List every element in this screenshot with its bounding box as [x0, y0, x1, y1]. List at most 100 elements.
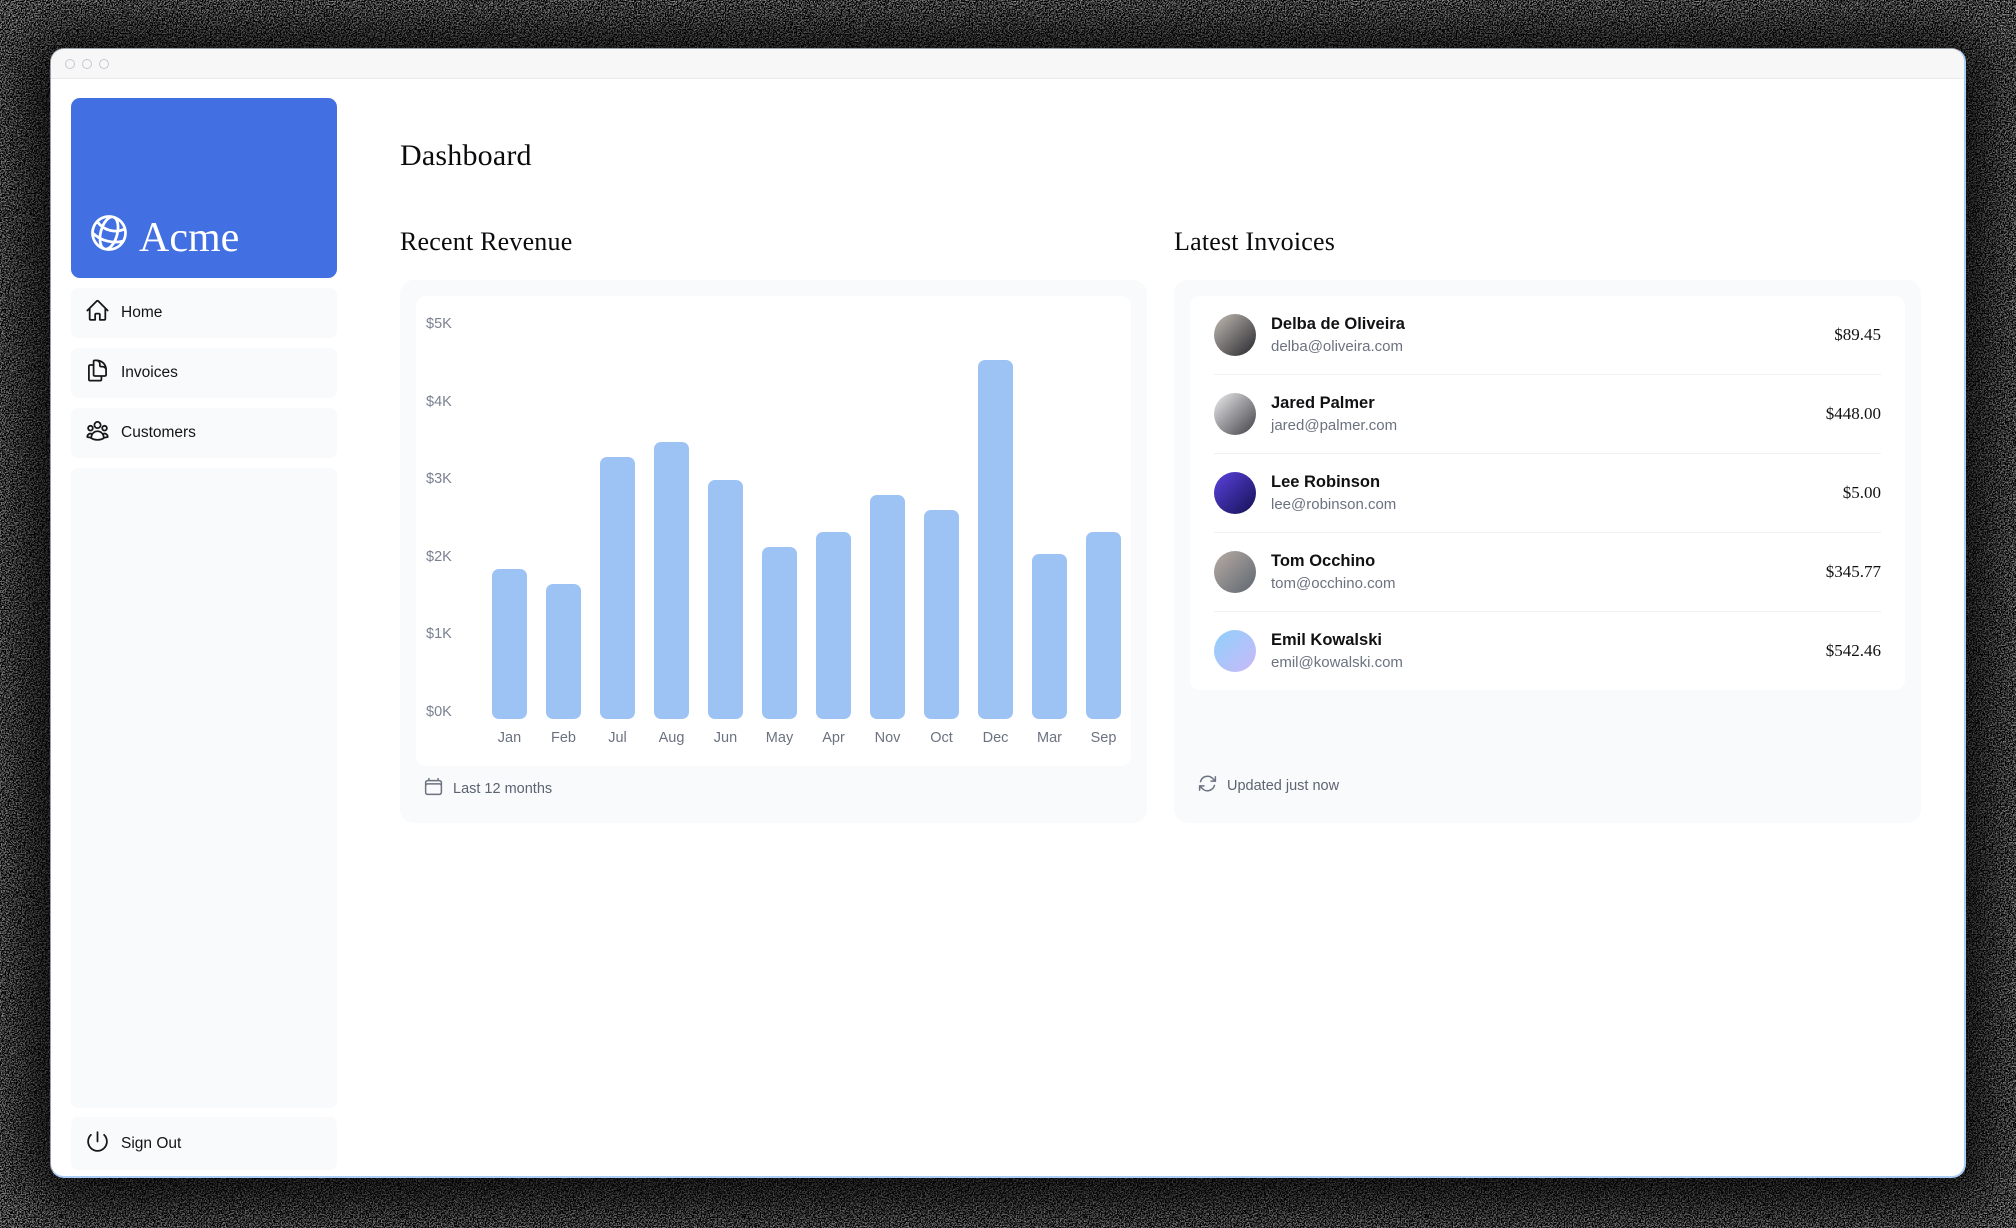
revenue-bar: [924, 510, 959, 719]
revenue-bar: [816, 532, 851, 719]
invoice-row: Lee Robinson lee@robinson.com $5.00: [1214, 453, 1881, 532]
customer-name: Emil Kowalski: [1271, 631, 1382, 649]
window-minimize-button[interactable]: [82, 58, 92, 69]
sidebar-item-label: Customers: [121, 424, 196, 441]
revenue-card: $5K $4K $3K $2K $1K $0K Jan Feb Jul Aug Jun May Apr…: [400, 280, 1147, 823]
month-label: Jan: [497, 730, 522, 746]
customer-avatar: [1214, 630, 1256, 672]
revenue-bar: [870, 495, 905, 719]
customer-avatar: [1214, 472, 1256, 514]
customers-icon: [85, 418, 110, 448]
app-window: Acme Home Invoices: [50, 48, 1966, 1178]
main-content: Dashboard Recent Revenue $5K $4K $3K $2K $1K…: [337, 79, 1964, 1176]
chart-bar-column: Jun: [708, 480, 743, 750]
latest-invoices-section: Latest Invoices Delba de Oliveira delba@o…: [1174, 227, 1921, 823]
invoice-row: Jared Palmer jared@palmer.com $448.00: [1214, 374, 1881, 453]
home-icon: [85, 298, 110, 328]
invoice-customer-info: Lee Robinson lee@robinson.com: [1271, 473, 1396, 513]
customer-avatar: [1214, 393, 1256, 435]
y-axis-tick: $0K: [426, 703, 452, 720]
y-axis-tick: $1K: [426, 626, 452, 643]
month-label: Feb: [551, 730, 576, 746]
invoice-amount: $542.46: [1825, 641, 1881, 660]
chart-bar-column: Apr: [816, 532, 851, 750]
sidebar-item-customers[interactable]: Customers: [71, 408, 337, 458]
month-label: Oct: [930, 730, 953, 746]
revenue-card-footer: Last 12 months: [416, 766, 1131, 810]
sidebar-item-invoices[interactable]: Invoices: [71, 348, 337, 398]
invoice-customer-info: Tom Occhino tom@occhino.com: [1271, 552, 1395, 592]
globe-icon: [87, 211, 131, 260]
invoice-customer-info: Jared Palmer jared@palmer.com: [1271, 394, 1397, 434]
chart-bar-column: Aug: [654, 442, 689, 750]
invoice-customer-info: Emil Kowalski emil@kowalski.com: [1271, 631, 1403, 671]
window-close-button[interactable]: [65, 58, 75, 69]
window-maximize-button[interactable]: [99, 58, 109, 69]
chart-y-axis: $5K $4K $3K $2K $1K $0K: [426, 316, 458, 720]
sidebar-filler: [71, 468, 337, 1108]
month-label: Aug: [658, 730, 685, 746]
invoice-amount: $448.00: [1825, 404, 1881, 423]
y-axis-tick: $4K: [426, 393, 452, 410]
customer-name: Delba de Oliveira: [1271, 315, 1405, 333]
sidebar-item-label: Home: [121, 304, 163, 321]
acme-logo-link[interactable]: Acme: [71, 98, 337, 278]
customer-name: Tom Occhino: [1271, 552, 1376, 570]
recent-revenue-section: Recent Revenue $5K $4K $3K $2K $1K $0K Jan Feb…: [400, 227, 1147, 823]
revenue-bar: [708, 480, 743, 719]
revenue-bar: [654, 442, 689, 719]
refresh-icon: [1197, 773, 1218, 798]
month-label: Jun: [713, 730, 738, 746]
chart-bar-column: Sep: [1086, 532, 1121, 750]
calendar-icon: [423, 776, 444, 801]
page-title: Dashboard: [400, 139, 532, 172]
customer-email: lee@robinson.com: [1271, 496, 1397, 513]
invoice-row: Tom Occhino tom@occhino.com $345.77: [1214, 532, 1881, 611]
revenue-bar: [1032, 554, 1067, 719]
latest-invoices-heading: Latest Invoices: [1174, 227, 1336, 256]
chart-bar-column: Oct: [924, 510, 959, 750]
customer-avatar: [1214, 551, 1256, 593]
customer-email: delba@oliveira.com: [1271, 338, 1403, 355]
y-axis-tick: $5K: [426, 316, 452, 332]
customer-name: Lee Robinson: [1271, 473, 1381, 491]
revenue-footer-label: Last 12 months: [453, 780, 553, 797]
chart-bar-column: May: [762, 547, 797, 750]
month-label: Jul: [608, 730, 627, 746]
invoice-amount: $5.00: [1842, 483, 1881, 502]
month-label: Dec: [982, 730, 1009, 746]
customer-email: emil@kowalski.com: [1271, 654, 1403, 671]
customer-email: tom@occhino.com: [1271, 575, 1396, 592]
brand-name: Acme: [139, 215, 240, 261]
y-axis-tick: $3K: [426, 471, 452, 488]
revenue-bar: [978, 360, 1013, 719]
y-axis-tick: $2K: [426, 548, 452, 565]
chart-bar-column: Jul: [600, 457, 635, 750]
invoices-footer-label: Updated just now: [1227, 777, 1340, 794]
invoices-card-footer: Updated just now: [1190, 763, 1905, 807]
sign-out-button[interactable]: Sign Out: [71, 1117, 337, 1170]
invoice-list: Delba de Oliveira delba@oliveira.com $89.4…: [1190, 296, 1905, 690]
month-label: May: [765, 730, 794, 746]
revenue-chart: $5K $4K $3K $2K $1K $0K Jan Feb Jul Aug Jun May Apr…: [416, 296, 1131, 766]
invoice-amount: $89.45: [1834, 325, 1881, 344]
sidebar: Acme Home Invoices: [51, 79, 337, 1176]
revenue-bar: [1086, 532, 1121, 719]
customer-avatar: [1214, 314, 1256, 356]
power-icon: [85, 1129, 110, 1159]
sidebar-item-home[interactable]: Home: [71, 288, 337, 338]
invoice-row: Delba de Oliveira delba@oliveira.com $89.4…: [1214, 296, 1881, 374]
recent-revenue-heading: Recent Revenue: [400, 227, 573, 256]
invoice-amount: $345.77: [1825, 562, 1881, 581]
chart-bar-column: Jan: [492, 569, 527, 750]
chart-bar-column: Nov: [870, 495, 905, 750]
invoices-icon: [85, 358, 110, 388]
month-label: Nov: [874, 730, 901, 746]
sign-out-label: Sign Out: [121, 1134, 182, 1152]
invoice-customer-info: Delba de Oliveira delba@oliveira.com: [1271, 315, 1405, 355]
chart-bar-column: Mar: [1032, 554, 1067, 750]
chart-bar-column: Feb: [546, 584, 581, 750]
revenue-bar: [600, 457, 635, 719]
chart-bar-column: Dec: [978, 360, 1013, 750]
invoice-row: Emil Kowalski emil@kowalski.com $542.46: [1214, 611, 1881, 690]
